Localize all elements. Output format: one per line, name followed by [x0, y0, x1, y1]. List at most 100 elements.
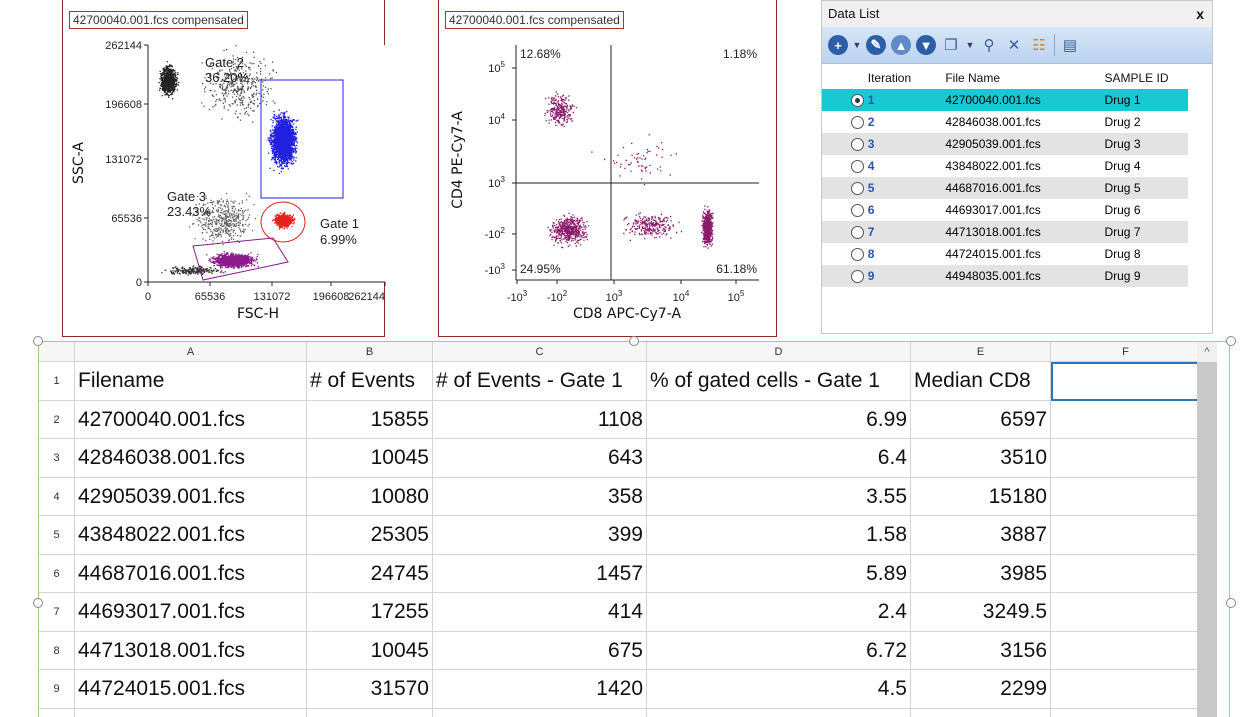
row-number[interactable]: 6: [39, 554, 75, 593]
cd8-cd4-plot-canvas[interactable]: 12.68% 1.18% 24.95% 61.18% -103 -102 103 104 105…: [439, 0, 778, 337]
properties-icon[interactable]: ▤: [1062, 37, 1078, 54]
radio-button[interactable]: [850, 159, 864, 173]
cell[interactable]: 10045: [307, 439, 433, 478]
column-header-f[interactable]: F: [1051, 342, 1201, 362]
cell[interactable]: 3510: [911, 439, 1051, 478]
cell[interactable]: 5.89: [647, 554, 911, 593]
cell[interactable]: 6.72: [647, 631, 911, 670]
resize-handle-left-middle[interactable]: [33, 598, 43, 608]
cell[interactable]: [1051, 708, 1201, 717]
cell[interactable]: 17255: [307, 593, 433, 632]
data-list-row[interactable]: 5 44687016.001.fcs Drug 5: [822, 177, 1188, 199]
cell[interactable]: 3985: [911, 554, 1051, 593]
cell[interactable]: 358: [433, 477, 647, 516]
cell[interactable]: 3156: [911, 631, 1051, 670]
cell[interactable]: 15855: [307, 400, 433, 439]
row-number[interactable]: 2: [39, 400, 75, 439]
column-header-file-name[interactable]: File Name: [945, 71, 1001, 85]
cell[interactable]: 31570: [307, 670, 433, 709]
cell[interactable]: 675: [433, 631, 647, 670]
cell[interactable]: [1051, 477, 1201, 516]
cell[interactable]: 24745: [307, 554, 433, 593]
data-list-row[interactable]: 8 44724015.001.fcs Drug 8: [822, 243, 1188, 265]
scrollbar-thumb[interactable]: [1197, 362, 1217, 717]
resize-handle-top-left[interactable]: [33, 336, 43, 346]
cell[interactable]: [1051, 516, 1201, 555]
cd8-cd4-plot[interactable]: 12.68% 1.18% 24.95% 61.18% -103 -102 103 104 105…: [438, 0, 777, 337]
resize-handle-top-right[interactable]: [1226, 336, 1236, 346]
cell[interactable]: 568: [433, 708, 647, 717]
data-list-row[interactable]: 1 42700040.001.fcs Drug 1: [822, 89, 1188, 111]
row-number[interactable]: 8: [39, 631, 75, 670]
cell[interactable]: 3219: [911, 708, 1051, 717]
cell[interactable]: 44687016.001.fcs: [75, 554, 307, 593]
delete-icon[interactable]: ✕: [1007, 37, 1021, 54]
close-icon[interactable]: x: [1196, 6, 1204, 22]
resize-handle-right-middle[interactable]: [1226, 598, 1236, 608]
cell[interactable]: 44948035.001.fcs: [75, 708, 307, 717]
row-number[interactable]: 5: [39, 516, 75, 555]
add-icon[interactable]: +: [828, 35, 848, 55]
cell[interactable]: 399: [433, 516, 647, 555]
column-header-c[interactable]: C: [433, 342, 647, 362]
cell[interactable]: [1051, 439, 1201, 478]
cell[interactable]: 3249.5: [911, 593, 1051, 632]
resize-handle-top-middle[interactable]: [629, 336, 639, 346]
cell[interactable]: 1.58: [647, 516, 911, 555]
cell[interactable]: 1420: [433, 670, 647, 709]
cell[interactable]: [1051, 631, 1201, 670]
sort-icon[interactable]: ☷: [1032, 37, 1046, 54]
cell[interactable]: 1457: [433, 554, 647, 593]
cell[interactable]: 3.99: [647, 708, 911, 717]
cell[interactable]: 414: [433, 593, 647, 632]
radio-button[interactable]: [850, 225, 864, 239]
data-list-row[interactable]: 4 43848022.001.fcs Drug 4: [822, 155, 1188, 177]
cell[interactable]: 2.4: [647, 593, 911, 632]
radio-button[interactable]: [850, 181, 864, 195]
cell[interactable]: 6.99: [647, 400, 911, 439]
cell[interactable]: 643: [433, 439, 647, 478]
cell[interactable]: 10080: [307, 477, 433, 516]
cell[interactable]: 10045: [307, 631, 433, 670]
row-number[interactable]: 1: [39, 362, 75, 401]
data-list-row[interactable]: 6 44693017.001.fcs Drug 6: [822, 199, 1188, 221]
radio-button[interactable]: [850, 203, 864, 217]
cell[interactable]: [1051, 400, 1201, 439]
cell[interactable]: [1051, 554, 1201, 593]
radio-button[interactable]: [850, 247, 864, 261]
radio-button[interactable]: [850, 137, 864, 151]
cell[interactable]: 43848022.001.fcs: [75, 516, 307, 555]
row-number[interactable]: 10: [39, 708, 75, 717]
cell[interactable]: 6597: [911, 400, 1051, 439]
cell[interactable]: 3.55: [647, 477, 911, 516]
row-number[interactable]: 7: [39, 593, 75, 632]
move-down-icon[interactable]: ▼: [916, 35, 936, 55]
scroll-up-icon[interactable]: ^: [1204, 346, 1210, 358]
cell[interactable]: # of Events: [307, 362, 433, 401]
cell[interactable]: [1051, 593, 1201, 632]
cell[interactable]: Median CD8: [911, 362, 1051, 401]
cell[interactable]: 15180: [911, 477, 1051, 516]
cell[interactable]: [1051, 670, 1201, 709]
move-up-icon[interactable]: ▲: [891, 35, 911, 55]
cell[interactable]: 42846038.001.fcs: [75, 439, 307, 478]
cell[interactable]: Filename: [75, 362, 307, 401]
column-header-iteration[interactable]: Iteration: [867, 71, 912, 85]
cell[interactable]: 44724015.001.fcs: [75, 670, 307, 709]
chevron-down-icon[interactable]: ▼: [965, 40, 975, 50]
cell[interactable]: 2299: [911, 670, 1051, 709]
copy-icon[interactable]: ❐: [944, 37, 958, 54]
cell[interactable]: 14245: [307, 708, 433, 717]
select-all-corner[interactable]: [39, 342, 75, 362]
cell[interactable]: 1108: [433, 400, 647, 439]
cell[interactable]: # of Events - Gate 1: [433, 362, 647, 401]
column-header-b[interactable]: B: [307, 342, 433, 362]
cell[interactable]: 4.5: [647, 670, 911, 709]
radio-button[interactable]: [850, 269, 864, 283]
column-header-d[interactable]: D: [647, 342, 911, 362]
data-list-row[interactable]: 9 44948035.001.fcs Drug 9: [822, 265, 1188, 287]
wrench-icon[interactable]: ✎: [866, 35, 886, 55]
cell[interactable]: 44693017.001.fcs: [75, 593, 307, 632]
cell[interactable]: 6.4: [647, 439, 911, 478]
cell[interactable]: % of gated cells - Gate 1: [647, 362, 911, 401]
